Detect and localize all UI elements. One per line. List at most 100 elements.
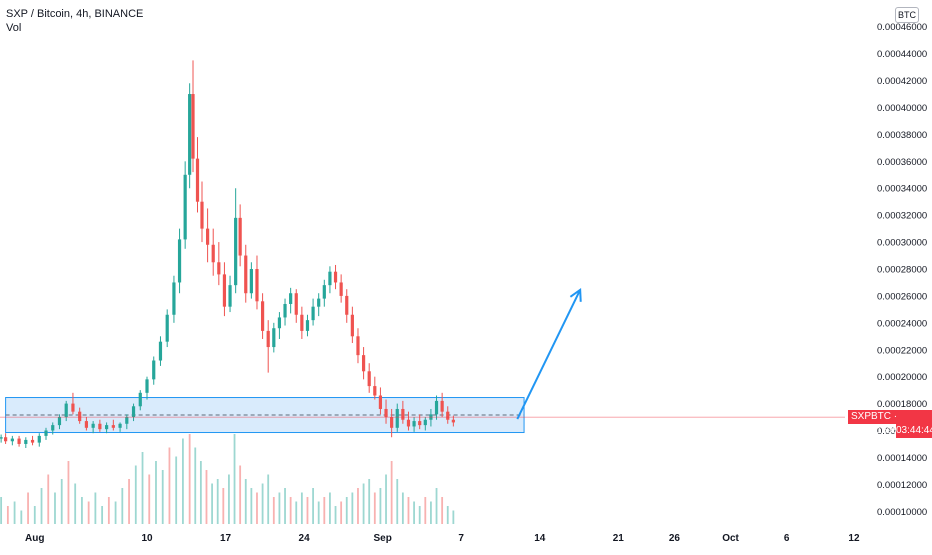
candle-body xyxy=(356,336,360,356)
currency-badge[interactable]: BTC xyxy=(895,7,919,23)
time-tick-label: Sep xyxy=(373,533,391,544)
volume-bar xyxy=(128,479,130,524)
candle-body xyxy=(165,314,169,342)
candle-body xyxy=(249,269,253,294)
volume-bar xyxy=(175,456,178,524)
candle-body xyxy=(177,239,182,283)
price-tick-label: 0.00014000 xyxy=(877,453,927,464)
projection-arrow-head xyxy=(569,287,582,302)
volume-bar xyxy=(256,492,258,524)
volume-bar xyxy=(13,501,16,524)
overlays xyxy=(0,287,845,420)
candle-body xyxy=(91,423,95,428)
volume-indicator-label[interactable]: Vol xyxy=(6,22,22,34)
volume-bar xyxy=(278,492,281,524)
candle-body xyxy=(145,379,149,393)
volume-bar xyxy=(390,461,393,524)
volume-bar xyxy=(401,492,404,524)
candle-body xyxy=(322,285,326,299)
volume-bar xyxy=(148,474,151,524)
candle-body xyxy=(200,201,204,229)
price-tick-label: 0.00026000 xyxy=(877,291,927,302)
time-tick-label: 14 xyxy=(534,533,546,544)
volume-bar xyxy=(161,470,164,524)
volume-bar xyxy=(295,501,298,524)
candle-body xyxy=(78,411,82,422)
candle-body xyxy=(10,438,14,442)
price-tick-label: 0.00022000 xyxy=(877,345,927,356)
time-tick-label: 21 xyxy=(613,533,625,544)
price-tick-label: 0.00034000 xyxy=(877,184,927,195)
volume-bar xyxy=(357,488,359,524)
volume-bar xyxy=(199,461,202,524)
volume-bar xyxy=(54,492,56,524)
volume-bar xyxy=(20,510,23,524)
volume-bar xyxy=(222,488,225,524)
volume-bar xyxy=(194,447,197,524)
volume-bar xyxy=(250,488,253,524)
candle-body xyxy=(195,158,200,202)
candle-body xyxy=(37,435,41,443)
candle-body xyxy=(395,408,399,428)
volume-bars xyxy=(0,434,455,524)
candle-body xyxy=(283,303,287,318)
price-axis[interactable]: 0.000100000.000120000.000140000.00016000… xyxy=(877,22,927,518)
bar-countdown: 03:44:44 xyxy=(896,424,932,439)
candle-body xyxy=(272,328,276,348)
volume-bar xyxy=(379,488,382,524)
volume-bar xyxy=(306,497,309,524)
volume-bar xyxy=(0,497,3,524)
price-tick-label: 0.00028000 xyxy=(877,265,927,276)
candle-body xyxy=(24,439,28,444)
candle-body xyxy=(111,425,115,428)
volume-bar xyxy=(407,497,410,524)
volume-bar xyxy=(323,497,326,524)
candle-body xyxy=(255,269,259,302)
volume-bar xyxy=(334,506,337,524)
candle-body xyxy=(446,411,450,420)
candle-body xyxy=(300,314,304,331)
volume-bar xyxy=(81,497,83,524)
volume-bar xyxy=(87,501,90,524)
candle-body xyxy=(0,437,3,439)
candle-body xyxy=(412,421,416,427)
candle-body xyxy=(188,94,192,175)
price-tick-label: 0.00010000 xyxy=(877,507,927,518)
candle-body xyxy=(305,320,310,331)
volume-bar xyxy=(373,492,376,524)
volume-bar xyxy=(155,461,157,524)
price-tick-label: 0.00020000 xyxy=(877,372,927,383)
volume-bar xyxy=(345,497,348,524)
candle-body xyxy=(98,423,102,430)
volume-bar xyxy=(188,434,191,524)
candle-body xyxy=(244,255,248,294)
candle-body xyxy=(277,317,282,329)
candle-body xyxy=(390,417,394,428)
volume-bar xyxy=(216,479,219,524)
volume-bar xyxy=(107,497,110,524)
candle-body xyxy=(152,360,156,380)
candle-body xyxy=(105,425,109,430)
candle-body xyxy=(4,437,8,442)
candle-body xyxy=(217,262,221,275)
time-tick-label: Oct xyxy=(722,533,739,544)
volume-bar xyxy=(27,492,29,524)
candle-body xyxy=(125,417,129,424)
time-tick-label: 24 xyxy=(299,533,311,544)
volume-bar xyxy=(312,488,314,524)
time-tick-label: 10 xyxy=(141,533,153,544)
candle-body xyxy=(350,314,354,337)
candle-body xyxy=(451,419,455,423)
price-tick-label: 0.00032000 xyxy=(877,211,927,222)
price-tick-label: 0.00042000 xyxy=(877,76,927,87)
time-axis[interactable]: Aug 10 17 24 Sep 7 14 21 26 Oct 6 12 xyxy=(25,533,860,544)
time-tick-label: 12 xyxy=(848,533,860,544)
time-tick-label: 17 xyxy=(220,533,232,544)
candle-body xyxy=(367,371,371,387)
volume-bar xyxy=(261,483,264,524)
volume-bar xyxy=(441,497,444,524)
candle-body xyxy=(339,282,343,296)
volume-bar xyxy=(430,501,432,524)
